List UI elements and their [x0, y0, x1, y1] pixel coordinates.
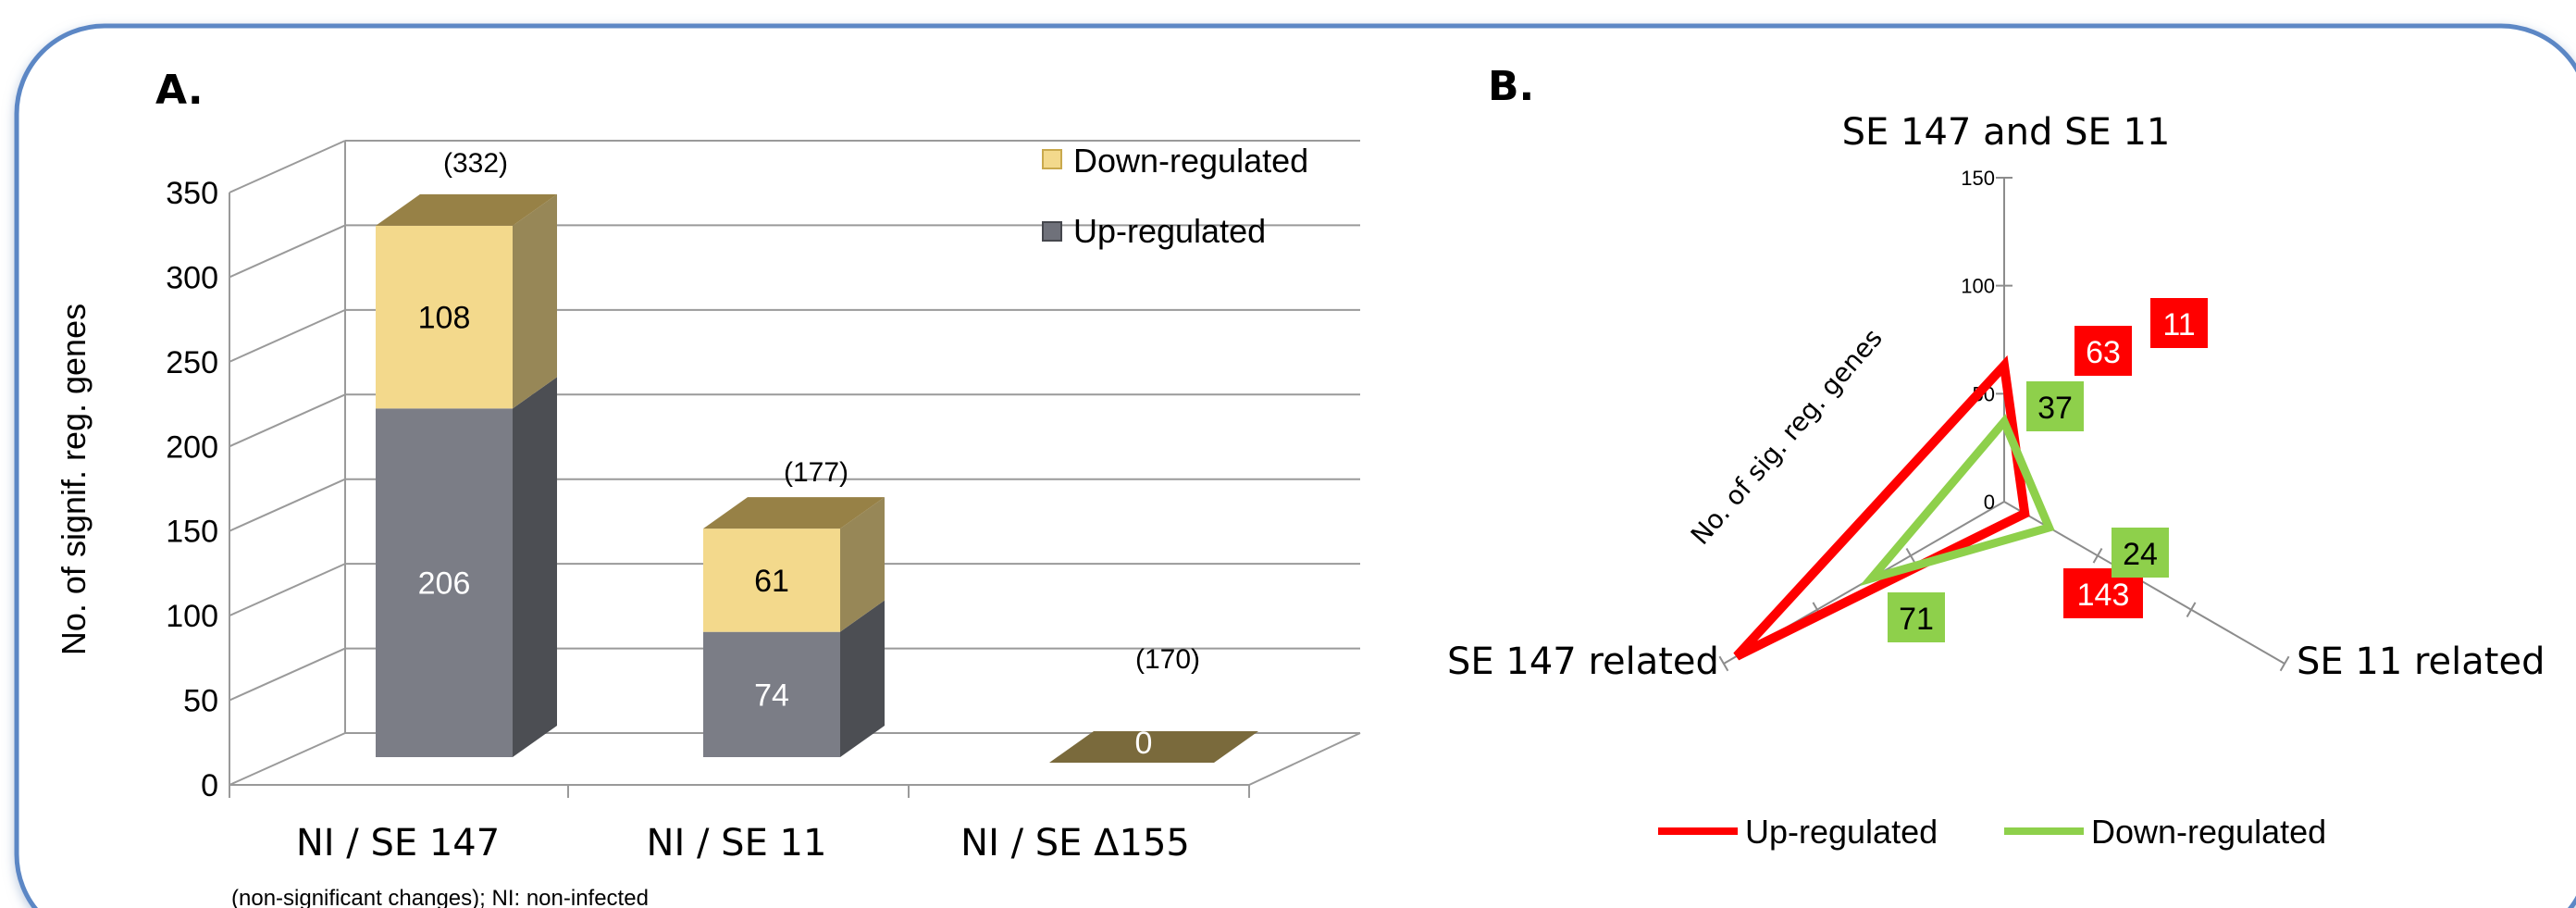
radar-tick-label: 100: [1961, 275, 1995, 298]
radar-labels: 63 11 143 37 24 71: [1888, 298, 2208, 642]
footnote: (non-significant changes); NI: non-infec…: [231, 886, 649, 908]
radar-tick: [1905, 548, 1916, 564]
bar-total-label: (170): [1135, 644, 1200, 675]
figure-frame: [14, 23, 2576, 908]
bar-value-label-up: 74: [754, 678, 789, 713]
bar-up-side: [513, 377, 557, 757]
panel-a-label: A.: [155, 67, 204, 114]
radar-value-box: [2150, 298, 2208, 348]
radar-title: SE 147 and SE 11: [1842, 111, 2171, 154]
ytick-label: 150: [166, 515, 218, 550]
bar-value-label-up: 206: [418, 566, 471, 602]
radar-legend-label-down: Down-regulated: [2091, 813, 2326, 851]
ytick-label: 250: [166, 345, 218, 380]
gridline-side: [229, 393, 346, 448]
bar-chart-bars: 206 108 74 61 0 (332) (177) (170): [376, 148, 1258, 763]
radar-value-box: [2074, 326, 2132, 376]
gridline-side: [229, 308, 346, 363]
bar-group: 206 108: [376, 193, 557, 757]
gridline-side: [229, 140, 346, 193]
radar-tick-label: 0: [1984, 491, 1995, 514]
gridline-side: [229, 478, 346, 532]
ytick-label: 300: [166, 260, 218, 295]
bar-down-front: [703, 529, 840, 632]
radar-series-line: [1859, 414, 2055, 587]
bar-up-front: [703, 631, 840, 757]
panel-b-label: B.: [1488, 63, 1534, 110]
gridline-side: [229, 224, 346, 279]
bar-down-side: [840, 497, 885, 632]
radar-axis-name-right: SE 11 related: [2297, 641, 2545, 683]
radar-value-label: 11: [2162, 307, 2195, 342]
bar-value-label-down: 108: [418, 301, 471, 336]
radar-value-label: 143: [2077, 578, 2130, 613]
bar-chart-ylabel: No. of signif. reg. genes: [55, 304, 93, 655]
radar-value-label: 24: [2123, 537, 2158, 572]
radar-series: [1733, 354, 2055, 661]
radar-tick-label: 150: [1961, 167, 1995, 190]
ytick-label: 50: [183, 684, 218, 719]
radar-value-box: [1888, 592, 1945, 642]
bar-group: 0: [1049, 726, 1258, 763]
bar-up-side: [840, 600, 885, 757]
bar-up-front: [376, 408, 513, 757]
bar-top: [376, 193, 557, 226]
radar-value-label: 71: [1899, 602, 1934, 637]
category-label: NI / SE Δ155: [960, 822, 1190, 864]
radar-value-box: [2026, 381, 2084, 431]
bar-chart-yticks: 0 50 100 150 200 250 300 350: [166, 176, 218, 803]
ytick-label: 100: [166, 599, 218, 634]
legend-label-up: Up-regulated: [1073, 212, 1266, 250]
bar-down-front: [376, 225, 513, 409]
bar-total-label: (177): [784, 457, 848, 488]
radar-value-label: 63: [2086, 335, 2121, 370]
bar-down-side: [513, 193, 557, 409]
ytick-label: 200: [166, 429, 218, 465]
legend-label-down: Down-regulated: [1073, 142, 1308, 180]
bar-chart-xticks: NI / SE 147 NI / SE 11 NI / SE Δ155: [229, 785, 1250, 864]
bar-total-label: (332): [443, 148, 508, 179]
radar-legend-label-up: Up-regulated: [1745, 813, 1938, 851]
category-label: NI / SE 11: [647, 822, 827, 864]
radar-legend: Up-regulated Down-regulated: [1658, 813, 2326, 851]
ytick-label: 0: [201, 768, 218, 803]
bar-group: 74 61: [703, 497, 885, 757]
legend-swatch-down: [1042, 149, 1062, 169]
gridline-side: [229, 732, 346, 786]
bar-zero: [1049, 731, 1258, 763]
bar-chart-legend: Down-regulated Up-regulated: [1042, 142, 1308, 250]
category-label: NI / SE 147: [296, 822, 500, 864]
gridline-side: [229, 647, 346, 702]
radar-tick: [2092, 548, 2103, 564]
radar-value-box: [2112, 528, 2169, 578]
bar-value-label-down: 61: [754, 564, 789, 599]
ytick-label: 350: [166, 176, 218, 211]
radar-tick: [2279, 655, 2290, 672]
bar-value-label-up: 0: [1135, 726, 1153, 761]
legend-swatch-up: [1042, 221, 1062, 242]
radar-axis-name-left: SE 147 related: [1447, 641, 1719, 683]
radar-tick: [1718, 655, 1729, 672]
bar-top: [703, 497, 885, 529]
gridline-side: [229, 563, 346, 617]
radar-value-label: 37: [2037, 391, 2073, 426]
radar-tick: [2186, 602, 2197, 617]
